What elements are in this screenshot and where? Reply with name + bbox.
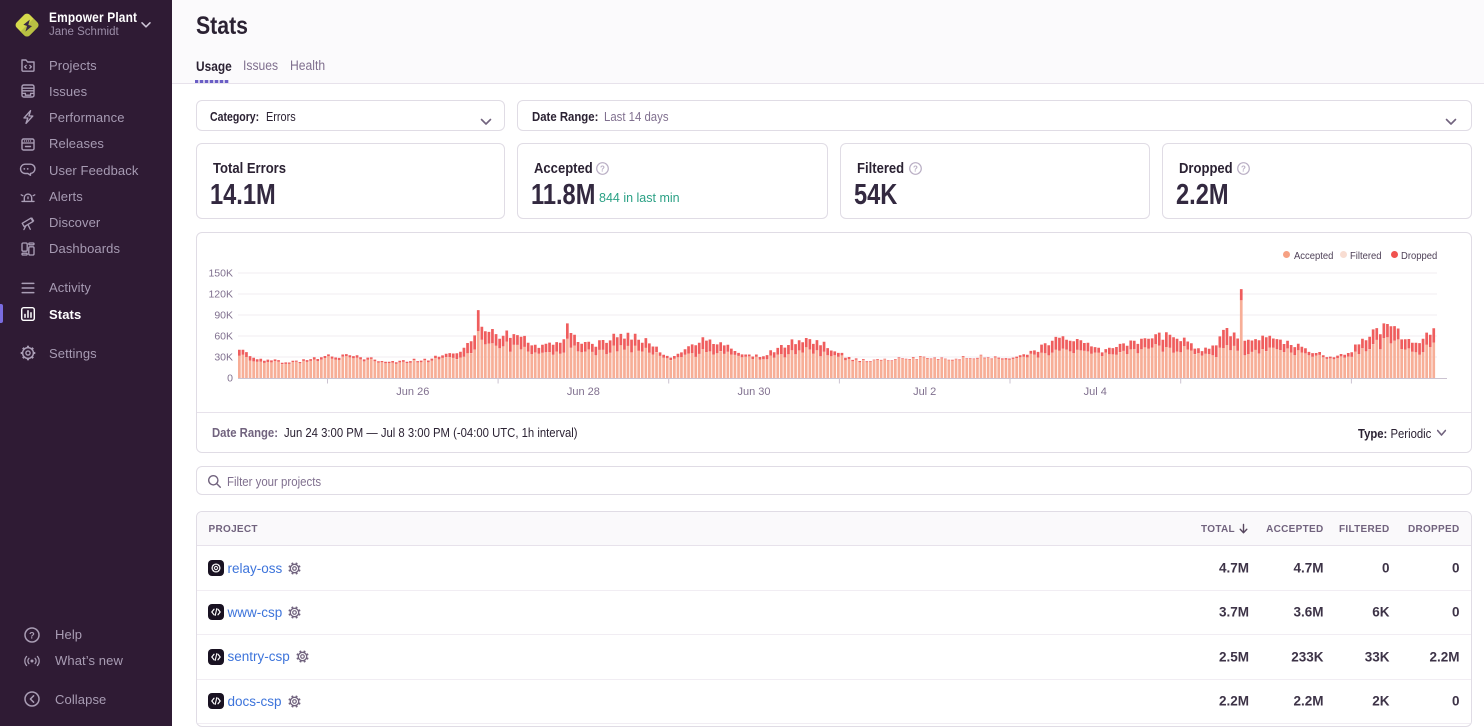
svg-text:?: ? (913, 164, 918, 173)
svg-text:?: ? (1241, 164, 1246, 173)
svg-text:?: ? (600, 164, 605, 173)
svg-text:?: ? (29, 630, 35, 641)
